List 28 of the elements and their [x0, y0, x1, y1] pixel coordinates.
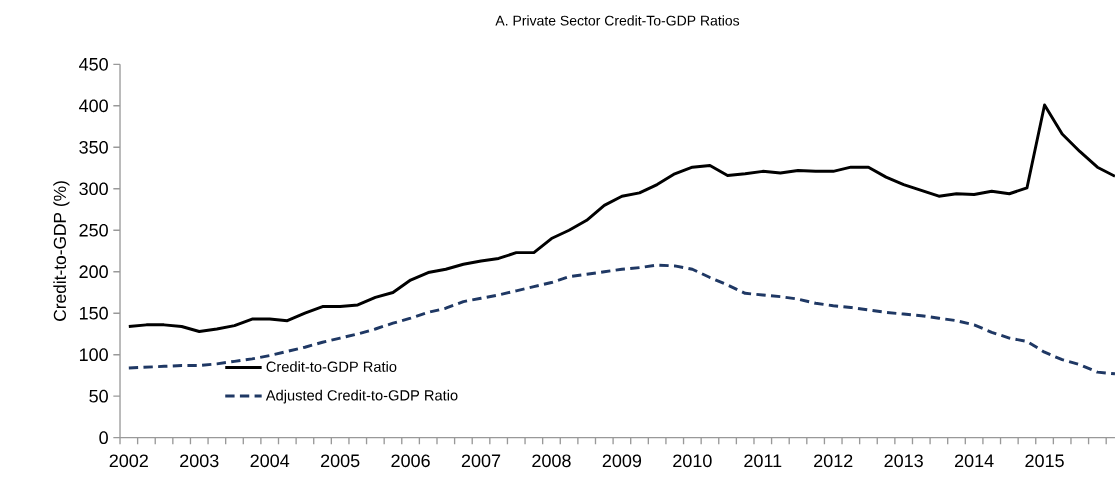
- x-tick-label: 2003: [180, 454, 219, 468]
- x-tick-label: 2012: [814, 454, 853, 468]
- x-tick-label: 2014: [954, 454, 994, 468]
- x-tick-label: 2004: [250, 454, 290, 468]
- x-tick-label: 2008: [532, 454, 571, 468]
- legend-label: Adjusted Credit-to-GDP Ratio: [265, 389, 458, 404]
- y-tick-label: 400: [79, 99, 108, 113]
- legend-label: Credit-to-GDP Ratio: [266, 361, 397, 372]
- y-tick-label: 150: [79, 306, 108, 320]
- y-tick-label: 350: [79, 140, 108, 154]
- y-tick-label: 50: [89, 389, 108, 403]
- x-tick-label: 2010: [673, 454, 712, 468]
- y-tick-label: 0: [99, 431, 108, 445]
- x-tick-label: 2011: [744, 454, 782, 468]
- x-tick-label: 2015: [1025, 454, 1064, 468]
- x-tick-label: 2006: [391, 454, 430, 468]
- x-tick-label: 2007: [461, 454, 501, 468]
- y-tick-label: 100: [79, 348, 108, 362]
- y-tick-label: 200: [79, 265, 108, 279]
- chart-title: A. Private Sector Credit-To-GDP Ratios: [495, 15, 740, 26]
- y-tick-label: 300: [79, 182, 108, 196]
- x-tick-label: 2009: [602, 454, 642, 468]
- y-tick-label: 250: [79, 223, 108, 237]
- y-tick-label: 450: [79, 57, 108, 71]
- x-tick-label: 2002: [109, 454, 148, 468]
- x-tick-label: 2005: [321, 454, 360, 468]
- x-tick-label: 2013: [884, 454, 923, 468]
- y-axis-title: Credit-to-GDP (%): [53, 181, 70, 321]
